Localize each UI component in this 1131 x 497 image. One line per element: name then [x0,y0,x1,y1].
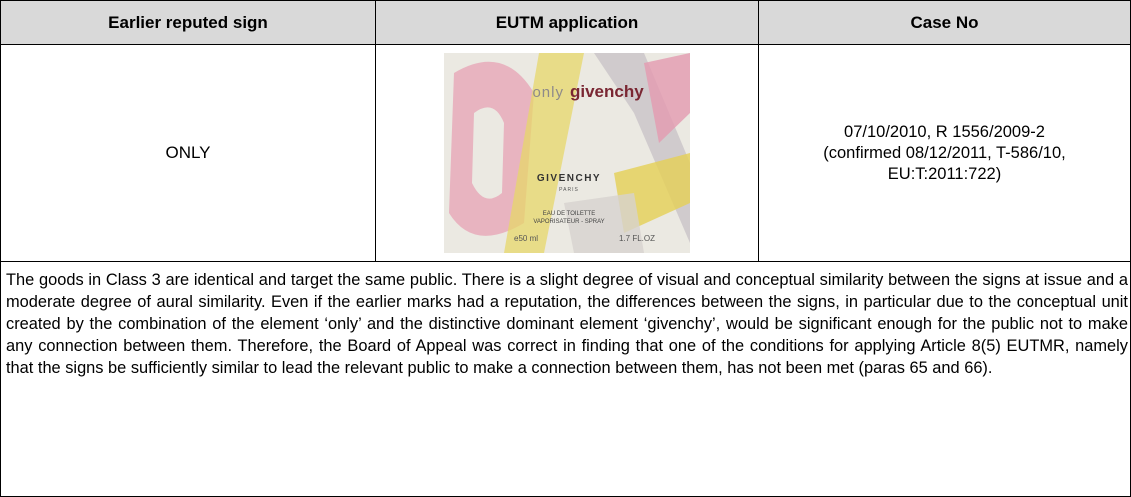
summary-cell: The goods in Class 3 are identical and t… [0,261,1131,497]
shape [564,193,644,253]
image-text: EAU DE TOILETTE [543,211,595,217]
case-line: (confirmed 08/12/2011, T-586/10, [823,143,1066,162]
image-text: only [532,84,564,101]
sign-cell: ONLY [0,44,376,262]
image-text: e50 ml [514,234,538,243]
header-text: Case No [910,12,979,32]
shape [594,53,690,243]
case-line: EU:T:2011:722) [887,164,1002,183]
case-cell: 07/10/2010, R 1556/2009-2 (confirmed 08/… [758,44,1131,262]
header-text: Earlier reputed sign [108,12,268,32]
trademark-image: only givenchy GIVENCHY PARIS EAU DE TOIL… [444,53,690,253]
header-cell: Case No [758,0,1131,45]
shape [644,53,690,143]
header-cell: Earlier reputed sign [0,0,376,45]
case-line: 07/10/2010, R 1556/2009-2 [844,122,1045,141]
header-text: EUTM application [495,12,639,32]
image-text: 1.7 FL.OZ [619,234,655,243]
image-text: VAPORISATEUR - SPRAY [533,219,604,225]
image-text: PARIS [559,187,579,193]
summary-text: The goods in Class 3 are identical and t… [6,271,1128,377]
sign-text: ONLY [165,143,211,162]
image-text: GIVENCHY [537,173,601,184]
header-cell: EUTM application [375,0,759,45]
shape [472,107,504,199]
image-text: givenchy [570,82,644,101]
image-cell: only givenchy GIVENCHY PARIS EAU DE TOIL… [375,44,759,262]
shape [504,53,584,253]
